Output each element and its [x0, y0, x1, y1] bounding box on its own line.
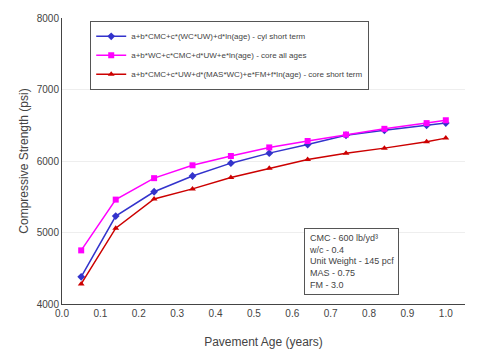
svg-text:0.0: 0.0	[55, 308, 69, 319]
svg-text:0.7: 0.7	[324, 308, 338, 319]
svg-text:a+b*CMC+c*UW+d*(MAS*WC)+e*FM+f: a+b*CMC+c*UW+d*(MAS*WC)+e*FM+f*ln(age) -…	[131, 70, 362, 79]
svg-text:0.1: 0.1	[93, 308, 107, 319]
svg-text:a+b*CMC+c*(WC*UW)+d*ln(age) -: a+b*CMC+c*(WC*UW)+d*ln(age) - cyl short …	[131, 32, 305, 41]
svg-text:6000: 6000	[37, 156, 60, 167]
svg-text:8000: 8000	[37, 13, 60, 24]
svg-text:5000: 5000	[37, 227, 60, 238]
svg-text:7000: 7000	[37, 84, 60, 95]
svg-text:1.0: 1.0	[439, 308, 453, 319]
svg-text:0.9: 0.9	[400, 308, 414, 319]
svg-text:0.3: 0.3	[170, 308, 184, 319]
svg-text:Pavement Age (years): Pavement Age (years)	[204, 335, 323, 349]
svg-text:a+b*WC+c*CMC+d*UW+e*ln(age) -: a+b*WC+c*CMC+d*UW+e*ln(age) - core all a…	[131, 51, 306, 60]
svg-text:CMC - 600 lb/yd³w/c - 0.4Unit: CMC - 600 lb/yd³w/c - 0.4Unit Weight - 1…	[309, 233, 394, 290]
svg-text:0.6: 0.6	[285, 308, 299, 319]
svg-text:4000: 4000	[37, 299, 60, 310]
svg-text:0.2: 0.2	[132, 308, 146, 319]
svg-text:Compressive Strength (psi): Compressive Strength (psi)	[17, 88, 31, 233]
svg-text:0.8: 0.8	[362, 308, 376, 319]
svg-text:0.5: 0.5	[247, 308, 261, 319]
svg-text:0.4: 0.4	[209, 308, 223, 319]
